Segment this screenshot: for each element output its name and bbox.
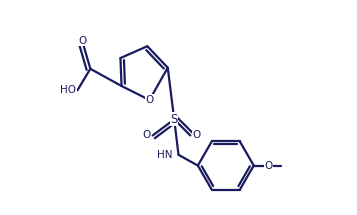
Text: HN: HN [157,150,172,160]
Text: O: O [79,36,87,46]
Text: O: O [145,95,154,105]
Text: O: O [142,131,151,140]
Text: S: S [171,113,178,126]
Text: O: O [192,131,201,140]
Text: O: O [265,161,273,170]
Text: HO: HO [60,85,76,95]
